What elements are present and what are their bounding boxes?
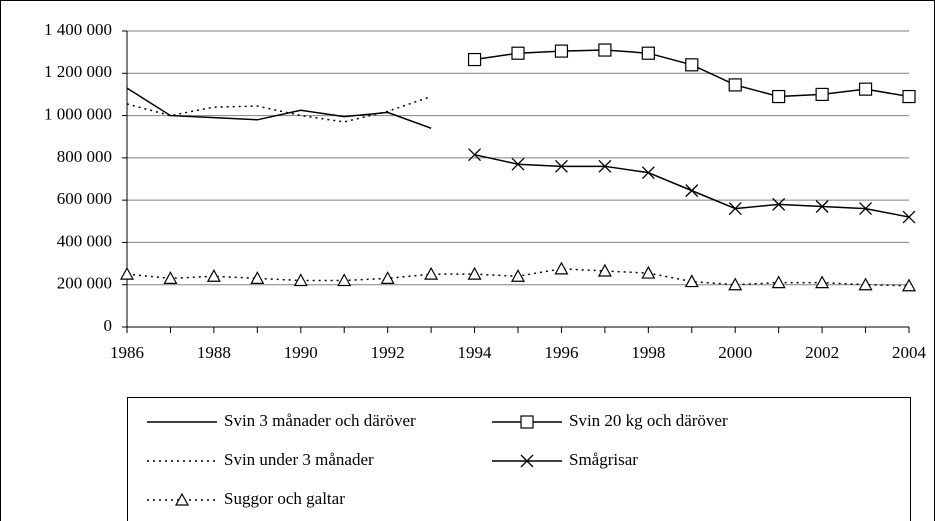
marker-square	[598, 43, 612, 57]
marker-x	[520, 454, 534, 468]
y-tick-label: 200 000	[57, 274, 112, 293]
legend-label: Suggor och galtar	[224, 489, 345, 508]
marker-square	[641, 46, 655, 60]
x-tick-label: 2002	[805, 343, 839, 362]
x-tick-label: 1992	[371, 343, 405, 362]
marker-x	[554, 159, 568, 173]
x-tick-label: 1990	[284, 343, 318, 362]
legend-box	[127, 397, 911, 521]
marker-triangle	[250, 271, 265, 284]
legend-label: Smågrisar	[569, 450, 638, 469]
marker-triangle	[641, 265, 656, 279]
marker-square	[511, 46, 525, 60]
marker-square	[520, 415, 534, 429]
marker-triangle	[174, 492, 190, 506]
marker-square	[728, 78, 742, 92]
x-tick-label: 2000	[718, 343, 752, 362]
y-tick-label: 800 000	[57, 147, 112, 166]
marker-triangle	[163, 271, 178, 284]
y-tick-label: 1 400 000	[44, 20, 112, 39]
series-line	[126, 95, 432, 123]
marker-triangle	[206, 269, 221, 282]
marker-x	[859, 202, 873, 216]
y-tick-label: 600 000	[57, 189, 112, 208]
marker-triangle	[380, 271, 395, 284]
marker-x	[468, 148, 482, 162]
marker-triangle	[337, 273, 352, 287]
marker-square	[772, 89, 786, 104]
marker-triangle	[901, 278, 917, 292]
marker-triangle	[858, 277, 873, 291]
marker-triangle	[119, 266, 135, 280]
legend-label: Svin 20 kg och däröver	[569, 411, 728, 430]
marker-x	[728, 202, 742, 216]
marker-square	[858, 82, 873, 96]
marker-x	[902, 210, 916, 224]
marker-triangle	[728, 277, 743, 291]
x-tick-label: 1998	[631, 343, 665, 362]
marker-triangle	[684, 274, 699, 288]
y-tick-label: 1 000 000	[44, 104, 112, 123]
marker-x	[641, 166, 655, 180]
marker-triangle	[597, 263, 612, 277]
marker-square	[815, 87, 829, 102]
marker-triangle	[554, 261, 569, 275]
marker-triangle	[510, 269, 526, 282]
marker-triangle	[467, 266, 482, 280]
marker-triangle	[815, 275, 830, 289]
x-tick-label: 1986	[110, 343, 144, 362]
marker-triangle	[424, 266, 439, 280]
legend-label: Svin 3 månader och däröver	[224, 411, 416, 430]
legend-label: Svin under 3 månader	[224, 450, 374, 469]
x-tick-label: 2004	[892, 343, 927, 362]
marker-x	[511, 157, 525, 171]
marker-x	[598, 159, 612, 173]
marker-square	[902, 89, 916, 104]
y-tick-label: 0	[104, 316, 113, 335]
y-tick-label: 400 000	[57, 231, 112, 250]
marker-square	[467, 52, 482, 67]
marker-x	[685, 184, 699, 198]
marker-square	[685, 58, 699, 72]
marker-triangle	[293, 273, 308, 287]
marker-triangle	[771, 275, 786, 289]
x-tick-label: 1988	[197, 343, 231, 362]
x-tick-label: 1996	[544, 343, 578, 362]
marker-square	[554, 44, 569, 58]
marker-x	[815, 200, 829, 213]
x-tick-label: 1994	[458, 343, 493, 362]
y-tick-label: 1 200 000	[44, 62, 112, 81]
marker-x	[772, 197, 786, 211]
